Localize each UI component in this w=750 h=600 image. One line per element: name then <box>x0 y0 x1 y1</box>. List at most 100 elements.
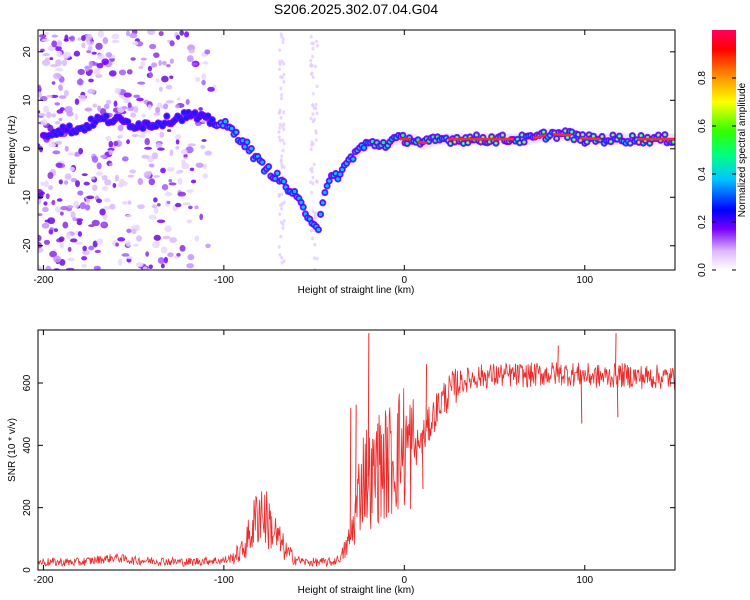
noise-blob <box>91 155 99 163</box>
ridge-cell <box>453 141 456 143</box>
noise-blob <box>281 226 285 230</box>
noise-blob <box>78 78 83 86</box>
noise-blob <box>133 94 141 98</box>
noise-blob <box>195 77 201 82</box>
noise-blob <box>311 175 315 180</box>
noise-blob <box>96 238 104 245</box>
noise-blob <box>113 140 119 147</box>
noise-blob <box>311 103 315 107</box>
noise-blob <box>56 198 63 202</box>
snr-spike <box>614 333 617 376</box>
noise-blob <box>177 177 183 185</box>
noise-blob <box>40 48 45 53</box>
ridge-cell <box>325 184 329 188</box>
noise-blob <box>311 54 315 59</box>
ridge-cell <box>323 190 327 195</box>
noise-blob <box>82 250 91 255</box>
noise-blob <box>55 59 62 67</box>
noise-blob <box>309 34 313 39</box>
noise-blob <box>49 227 54 231</box>
noise-blob <box>163 103 169 110</box>
noise-blob <box>91 184 98 191</box>
noise-blob <box>92 240 98 248</box>
noise-blob <box>169 40 175 47</box>
noise-blob <box>101 222 107 227</box>
noise-blob <box>95 42 103 50</box>
noise-blob <box>81 35 86 42</box>
noise-blob <box>38 247 44 253</box>
noise-blob <box>310 41 314 46</box>
ridge-cell <box>542 131 545 133</box>
noise-blob <box>282 127 286 132</box>
ridge-cell <box>249 146 254 151</box>
noise-blob <box>159 131 165 138</box>
noise-blob <box>75 180 81 188</box>
noise-blob <box>316 43 320 48</box>
ridge-cell <box>518 141 521 144</box>
noise-blob <box>182 202 191 206</box>
ridge-cell <box>351 157 355 161</box>
noise-blob <box>122 156 129 162</box>
ridge-cell <box>657 134 660 136</box>
noise-blob <box>279 86 283 91</box>
noise-blob <box>315 256 319 261</box>
noise-blob <box>280 34 284 39</box>
ridge-cell <box>672 141 675 143</box>
colorbar-tick-label: 0.8 <box>697 71 708 85</box>
noise-blob <box>88 60 94 68</box>
noise-blob <box>309 58 313 63</box>
noise-blob <box>59 259 66 266</box>
colorbar-ticks: 0.0 0.2 0.4 0.6 0.8 <box>697 71 736 277</box>
noise-blob <box>137 204 145 210</box>
noise-blob <box>166 200 171 204</box>
noise-blob <box>169 75 174 80</box>
ridge-cell <box>209 117 215 123</box>
noise-blob <box>53 228 59 233</box>
noise-blob <box>54 120 61 125</box>
noise-blob <box>86 39 91 45</box>
noise-blob <box>187 254 195 261</box>
ridge-cell <box>648 142 651 145</box>
noise-blob <box>133 243 139 247</box>
noise-blob <box>77 68 85 76</box>
noise-blob <box>280 255 284 260</box>
noise-blob <box>126 139 130 145</box>
noise-blob <box>144 138 150 146</box>
ridge-cell <box>405 142 409 145</box>
noise-blob <box>43 31 50 35</box>
noise-blob <box>148 178 156 186</box>
noise-blob <box>86 50 92 54</box>
ridge-cell <box>640 134 643 137</box>
noise-blob <box>117 124 124 132</box>
noise-blob <box>54 102 61 106</box>
noise-blob <box>201 139 207 142</box>
snr-spike <box>355 404 357 513</box>
noise-blob <box>48 143 57 148</box>
noise-blob <box>56 50 63 58</box>
noise-blob <box>125 214 132 218</box>
ridge-peak <box>532 133 547 140</box>
x-tick-label: -200 <box>33 575 53 586</box>
noise-blob <box>88 69 93 74</box>
noise-blob <box>148 214 157 220</box>
noise-blob <box>136 97 144 102</box>
snr-plot-area <box>38 330 675 570</box>
noise-blob <box>60 206 69 211</box>
noise-blob <box>105 52 113 58</box>
noise-blob <box>313 213 317 217</box>
noise-blob <box>138 65 144 70</box>
spectrogram-frame <box>37 29 676 271</box>
ridge-cell <box>611 134 614 136</box>
noise-blob <box>314 217 318 221</box>
noise-blob <box>51 81 56 85</box>
noise-blob <box>55 162 63 168</box>
noise-blob <box>169 149 174 157</box>
noise-blob <box>278 108 282 113</box>
noise-blob <box>84 65 90 72</box>
noise-blob <box>121 200 128 205</box>
noise-blob <box>93 67 101 75</box>
noise-blob <box>207 86 215 92</box>
snr-axes: -200 -100 0 100 0 200 400 600 <box>22 330 675 586</box>
noise-blob <box>163 256 169 264</box>
ridge-cell <box>488 140 491 143</box>
